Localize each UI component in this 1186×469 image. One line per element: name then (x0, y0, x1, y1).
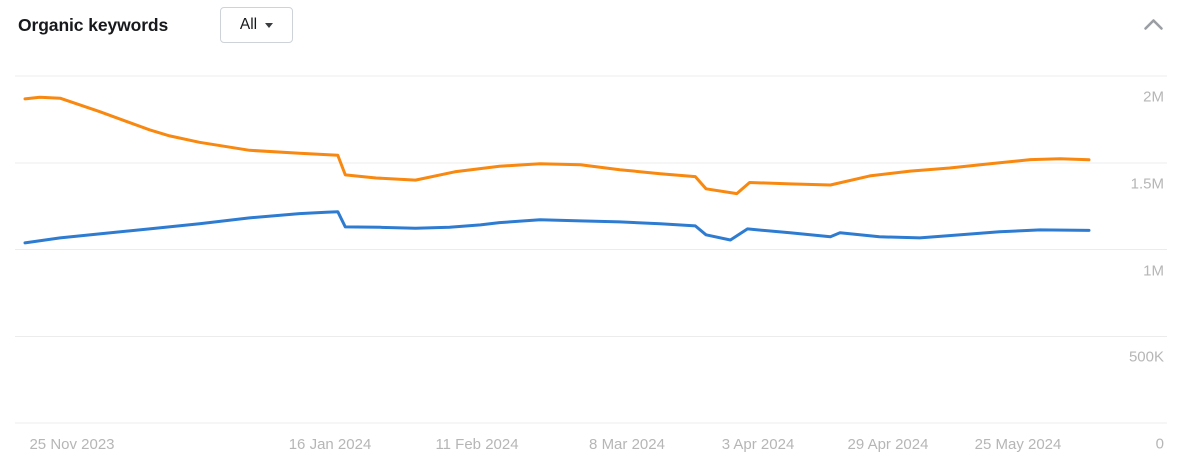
panel-title: Organic keywords (18, 15, 169, 35)
chevron-down-icon (265, 22, 274, 28)
series-line-blue (23, 210, 1091, 245)
keywords-filter-dropdown[interactable]: All (220, 7, 293, 43)
collapse-panel-button[interactable] (1137, 11, 1169, 37)
filter-selected-value: All (239, 16, 258, 33)
chevron-up-icon (1143, 18, 1163, 30)
series-line-orange (23, 95, 1091, 196)
